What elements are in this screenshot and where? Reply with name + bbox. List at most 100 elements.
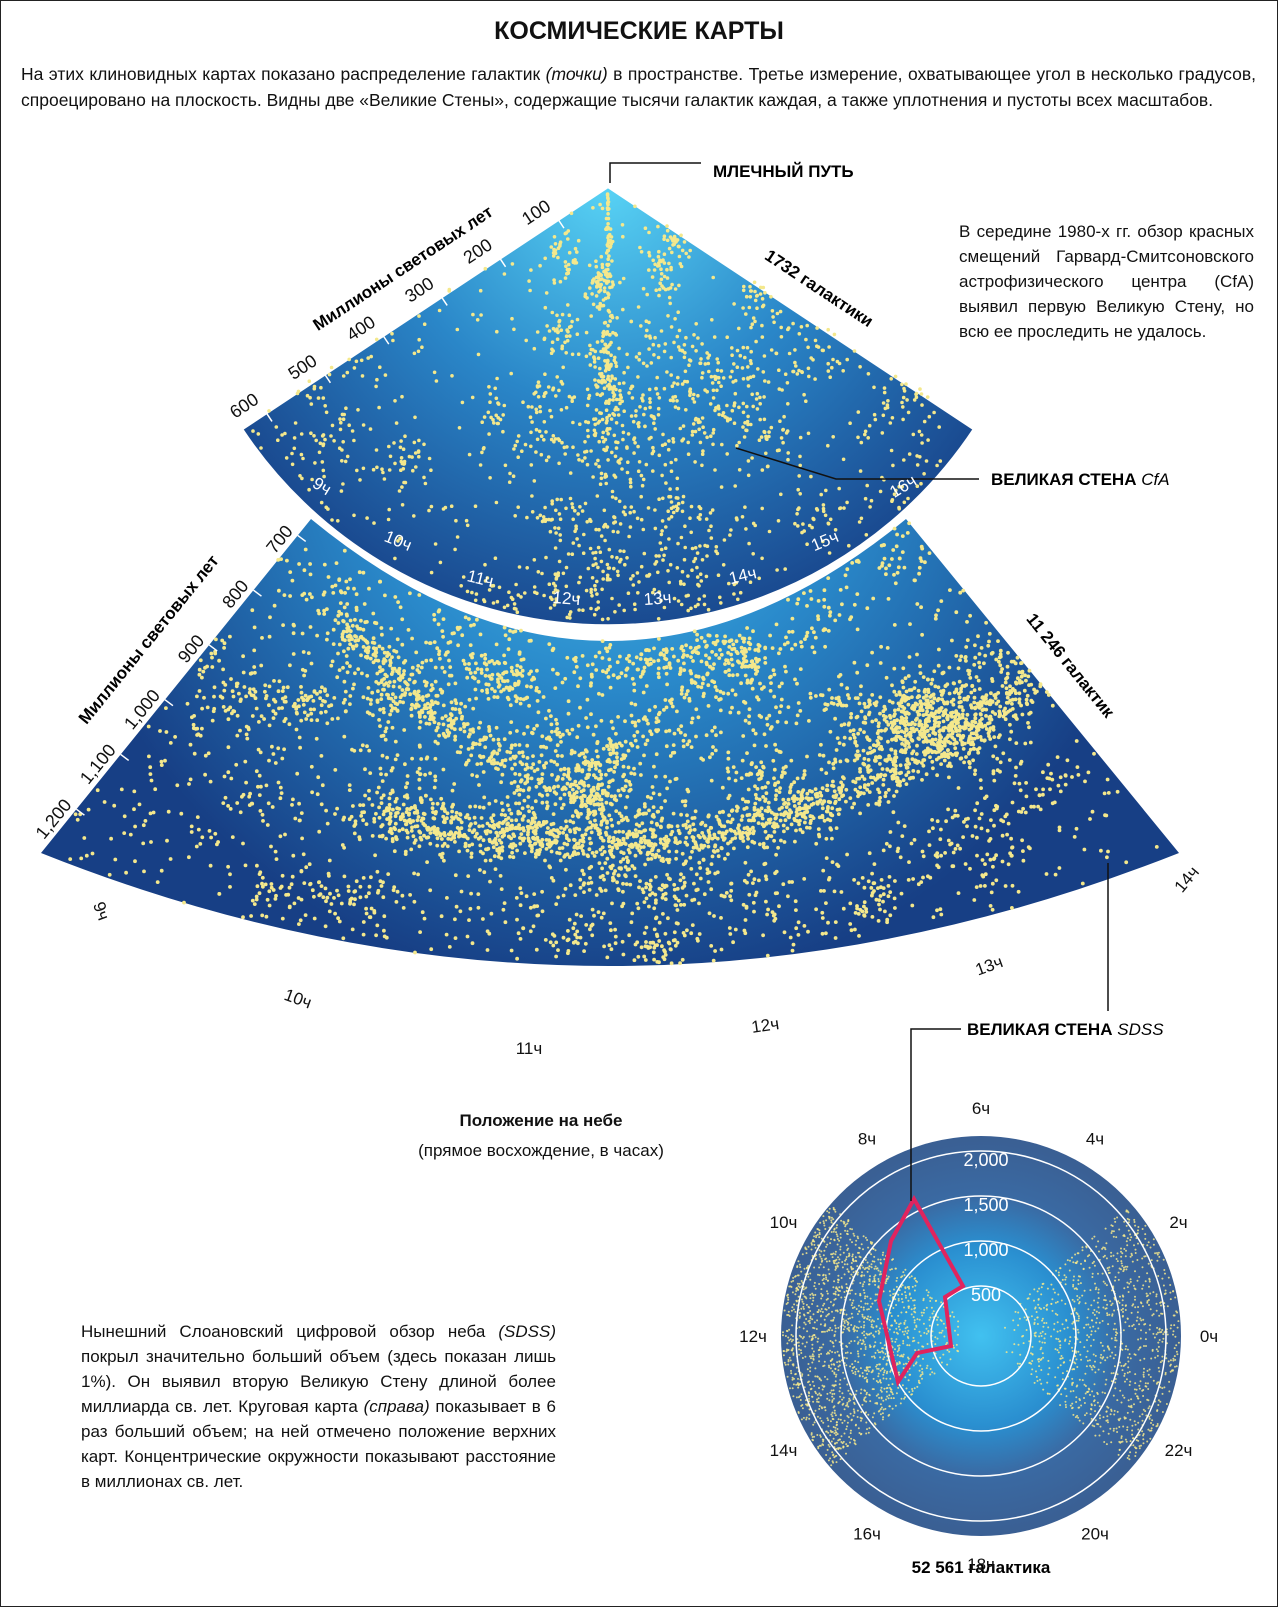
- galaxy-dot: [337, 642, 342, 647]
- galaxy-dot: [667, 728, 672, 733]
- galaxy-dot: [824, 788, 829, 792]
- galaxy-dot: [263, 882, 268, 887]
- galaxy-dot: [765, 953, 770, 958]
- galaxy-dot: [496, 737, 501, 742]
- galaxy-dot: [881, 777, 886, 782]
- galaxy-dot: [192, 751, 197, 756]
- galaxy-dot: [482, 795, 487, 800]
- galaxy-dot: [863, 721, 868, 725]
- galaxy-dot: [898, 763, 903, 768]
- galaxy-dot: [1023, 810, 1028, 815]
- galaxy-dot: [273, 849, 278, 854]
- galaxy-dot: [567, 777, 572, 781]
- galaxy-dot: [555, 777, 560, 781]
- galaxy-dot: [785, 826, 790, 831]
- galaxy-dot: [585, 663, 590, 668]
- galaxy-dot: [927, 843, 932, 847]
- galaxy-dot: [486, 697, 491, 701]
- galaxy-dot: [466, 874, 471, 878]
- galaxy-dot: [891, 810, 896, 815]
- galaxy-dot: [215, 842, 219, 847]
- galaxy-dot: [367, 788, 371, 793]
- galaxy-dot: [823, 702, 828, 706]
- galaxy-dot: [751, 881, 755, 885]
- galaxy-dot: [734, 770, 739, 775]
- galaxy-dot: [394, 796, 399, 801]
- galaxy-dot: [866, 879, 871, 884]
- galaxy-dot: [528, 905, 533, 910]
- galaxy-dot: [616, 887, 621, 891]
- galaxy-dot: [465, 813, 470, 817]
- galaxy-dot: [893, 581, 898, 586]
- galaxy-dot: [682, 695, 687, 700]
- galaxy-dot: [857, 701, 862, 706]
- galaxy-dot: [438, 687, 443, 692]
- galaxy-dot: [720, 824, 724, 828]
- galaxy-dot: [753, 801, 758, 806]
- galaxy-dot: [705, 867, 710, 872]
- galaxy-dot: [752, 805, 757, 810]
- galaxy-dot: [368, 915, 373, 920]
- galaxy-dot: [773, 871, 777, 876]
- galaxy-dot: [893, 767, 898, 772]
- galaxy-dot: [551, 667, 555, 672]
- galaxy-dot: [938, 907, 943, 912]
- galaxy-dot: [732, 846, 736, 851]
- galaxy-dot: [606, 667, 610, 672]
- galaxy-dot: [583, 748, 588, 752]
- galaxy-dot: [554, 954, 558, 959]
- galaxy-dot: [465, 934, 470, 939]
- galaxy-dot: [481, 851, 485, 856]
- galaxy-dot: [308, 707, 313, 712]
- galaxy-dot: [809, 803, 814, 807]
- galaxy-dot: [995, 804, 1000, 809]
- galaxy-dot: [122, 831, 127, 835]
- galaxy-dot: [764, 744, 768, 748]
- galaxy-dot: [830, 836, 834, 841]
- galaxy-dot: [953, 808, 958, 813]
- galaxy-dot: [628, 882, 633, 887]
- galaxy-dot: [378, 707, 382, 712]
- galaxy-dot: [997, 655, 1002, 660]
- galaxy-dot: [545, 806, 549, 811]
- galaxy-dot: [502, 833, 506, 838]
- galaxy-dot: [228, 807, 233, 811]
- galaxy-dot: [530, 806, 534, 810]
- galaxy-dot: [552, 785, 557, 789]
- galaxy-dot: [658, 837, 663, 842]
- galaxy-dot: [939, 735, 943, 740]
- galaxy-dot: [611, 878, 615, 883]
- galaxy-dot: [534, 784, 539, 789]
- galaxy-dot: [397, 828, 402, 833]
- galaxy-dot: [1012, 781, 1017, 786]
- galaxy-dot: [391, 692, 395, 697]
- galaxy-dot: [510, 826, 514, 831]
- galaxy-dot: [625, 832, 629, 837]
- galaxy-dot: [348, 577, 352, 582]
- galaxy-dot: [747, 721, 752, 725]
- galaxy-dot: [497, 838, 502, 843]
- galaxy-dot: [736, 659, 740, 664]
- galaxy-dot: [858, 692, 863, 697]
- galaxy-dot: [657, 675, 661, 680]
- galaxy-dot: [736, 826, 740, 831]
- galaxy-dot: [617, 829, 621, 834]
- galaxy-dot: [833, 618, 838, 623]
- galaxy-dot: [863, 715, 867, 720]
- galaxy-dot: [773, 797, 778, 802]
- galaxy-dot: [605, 871, 610, 875]
- galaxy-dot: [727, 639, 732, 644]
- galaxy-dot: [353, 889, 358, 894]
- galaxy-dot: [442, 841, 447, 846]
- galaxy-dot: [448, 830, 453, 835]
- galaxy-dot: [806, 797, 811, 802]
- galaxy-dot: [576, 684, 580, 689]
- galaxy-dot: [625, 666, 630, 671]
- galaxy-dot: [844, 799, 848, 804]
- galaxy-dot: [526, 832, 530, 837]
- galaxy-dot: [519, 658, 524, 662]
- galaxy-dot: [455, 825, 460, 830]
- galaxy-dot: [953, 847, 958, 851]
- galaxy-dot: [973, 643, 977, 648]
